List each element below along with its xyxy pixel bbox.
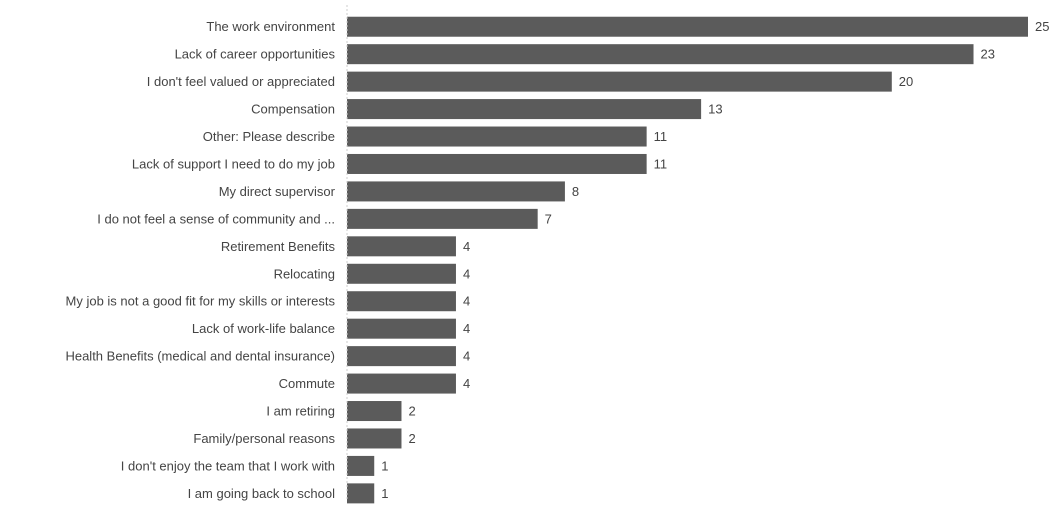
category-label: Compensation bbox=[251, 102, 335, 117]
category-label: Family/personal reasons bbox=[193, 431, 335, 446]
category-label: Lack of career opportunities bbox=[175, 47, 336, 62]
value-label: 4 bbox=[463, 294, 470, 309]
value-label: 8 bbox=[572, 184, 579, 199]
bar bbox=[347, 181, 565, 202]
value-label: 13 bbox=[708, 102, 722, 117]
category-labels-layer: The work environment Lack of career oppor… bbox=[65, 19, 335, 501]
bar bbox=[347, 44, 974, 65]
category-label: I don't enjoy the team that I work with bbox=[121, 458, 335, 473]
bar bbox=[347, 346, 456, 367]
bar bbox=[347, 71, 892, 92]
value-label: 25 bbox=[1035, 19, 1049, 34]
value-label: 4 bbox=[463, 376, 470, 391]
value-label: 4 bbox=[463, 321, 470, 336]
value-label: 1 bbox=[381, 486, 388, 501]
value-label: 4 bbox=[463, 266, 470, 281]
value-label: 2 bbox=[408, 404, 415, 419]
category-label: Health Benefits (medical and dental insu… bbox=[65, 349, 335, 364]
category-label: I don't feel valued or appreciated bbox=[147, 74, 335, 89]
bar bbox=[347, 401, 402, 422]
value-label: 11 bbox=[654, 129, 668, 144]
value-label: 20 bbox=[899, 74, 913, 89]
category-label: Retirement Benefits bbox=[221, 239, 336, 254]
bar bbox=[347, 373, 456, 394]
category-label: I am retiring bbox=[266, 404, 335, 419]
category-label: I do not feel a sense of community and .… bbox=[97, 211, 335, 226]
bar bbox=[347, 126, 647, 147]
bar bbox=[347, 16, 1028, 37]
category-label: Other: Please describe bbox=[203, 129, 335, 144]
value-label: 4 bbox=[463, 239, 470, 254]
bar bbox=[347, 236, 456, 257]
bars-layer bbox=[347, 16, 1028, 504]
category-label: Lack of work-life balance bbox=[192, 321, 335, 336]
bar bbox=[347, 208, 538, 229]
value-label: 4 bbox=[463, 349, 470, 364]
value-label: 2 bbox=[408, 431, 415, 446]
category-label: My job is not a good fit for my skills o… bbox=[66, 294, 336, 309]
value-label: 7 bbox=[545, 211, 552, 226]
bar bbox=[347, 318, 456, 339]
bar bbox=[347, 428, 402, 449]
category-label: Relocating bbox=[274, 266, 335, 281]
category-label: I am going back to school bbox=[188, 486, 336, 501]
value-label: 11 bbox=[654, 156, 668, 171]
bar bbox=[347, 455, 375, 476]
bar bbox=[347, 291, 456, 312]
category-label: Lack of support I need to do my job bbox=[132, 156, 335, 171]
bar bbox=[347, 483, 375, 504]
category-label: The work environment bbox=[206, 19, 335, 34]
category-label: Commute bbox=[279, 376, 335, 391]
bar bbox=[347, 263, 456, 284]
value-label: 23 bbox=[981, 47, 995, 62]
category-label: My direct supervisor bbox=[219, 184, 336, 199]
bar bbox=[347, 153, 647, 174]
value-label: 1 bbox=[381, 458, 388, 473]
bar bbox=[347, 99, 702, 120]
